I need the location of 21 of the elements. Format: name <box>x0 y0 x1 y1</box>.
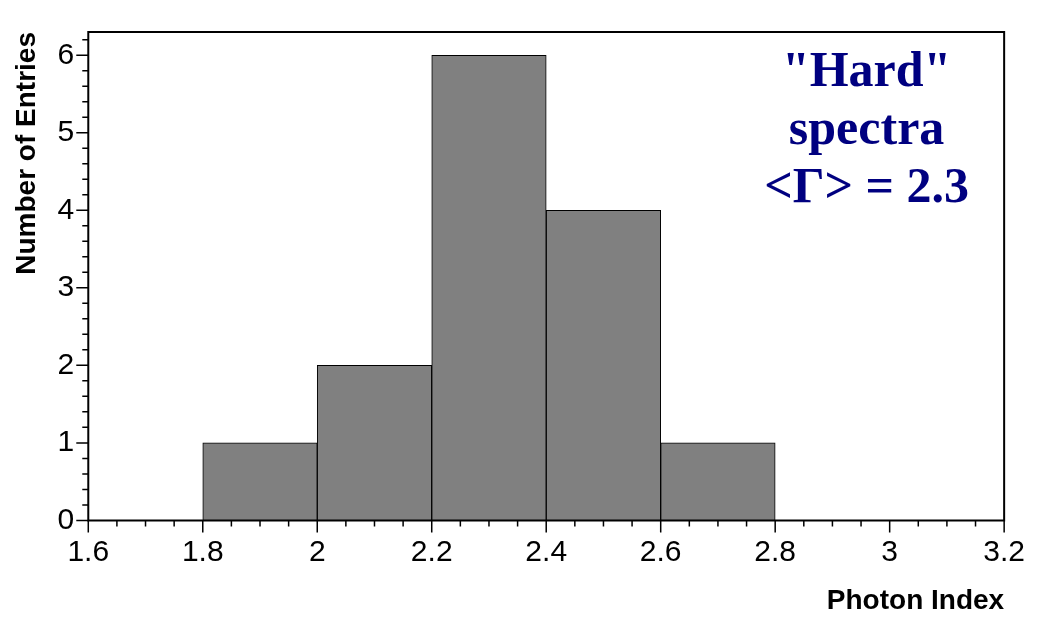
x-tick-label: 3.2 <box>983 533 1026 567</box>
y-axis-title: Number of Entries <box>9 32 41 275</box>
annotation: "Hard" <box>780 40 953 98</box>
y-tick-label: 1 <box>57 424 75 458</box>
x-tick-label: 2 <box>308 533 326 567</box>
x-tick-label: 2.4 <box>525 533 568 567</box>
y-tick-label: 5 <box>57 114 75 148</box>
x-tick-label: 3 <box>881 533 899 567</box>
x-tick-label: 2.6 <box>639 533 682 567</box>
annotation: spectra <box>787 98 946 156</box>
y-tick-label: 3 <box>57 269 75 303</box>
x-tick-label: 2.8 <box>754 533 797 567</box>
y-tick-label: 0 <box>57 501 75 535</box>
x-tick-label: 1.8 <box>181 533 224 567</box>
x-tick-label: 2.2 <box>410 533 453 567</box>
x-axis-title: Photon Index <box>826 583 1005 615</box>
x-tick-label: 1.6 <box>67 533 110 567</box>
annotation: <Γ> = 2.3 <box>764 156 969 214</box>
y-tick-label: 6 <box>57 36 75 70</box>
y-tick-label: 4 <box>57 191 75 225</box>
y-tick-label: 2 <box>57 346 75 380</box>
